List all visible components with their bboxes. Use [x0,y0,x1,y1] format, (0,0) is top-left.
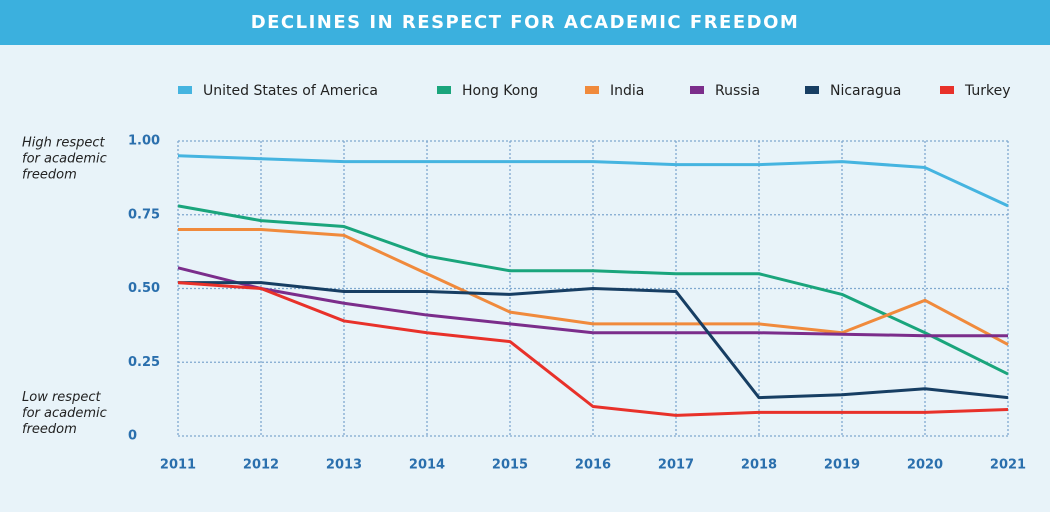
x-tick-label: 2014 [409,458,445,473]
axis-annotation: freedom [22,422,77,437]
legend-label: Nicaragua [830,83,901,99]
legend-item: India [585,83,644,99]
axis-annotation: High respect [22,136,106,151]
x-tick-label: 2018 [741,458,777,473]
x-tick-label: 2012 [243,458,279,473]
legend-label: Russia [715,83,760,99]
x-tick-label: 2011 [160,458,196,473]
axis-annotation: for academic [22,406,107,421]
legend-item: United States of America [178,83,378,99]
legend-label: United States of America [203,83,378,99]
x-tick-label: 2017 [658,458,694,473]
legend-item: Russia [690,83,760,99]
legend-item: Turkey [940,83,1011,99]
axis-annotation: Low respect [22,390,101,405]
x-tick-label: 2020 [907,458,943,473]
x-tick-label: 2019 [824,458,860,473]
y-tick-label: 1.00 [128,134,160,149]
legend-label: Hong Kong [462,83,538,99]
series-line [178,281,1009,400]
series-line [177,154,1009,208]
y-tick-label: 0 [128,429,137,444]
legend-item: Nicaragua [805,83,901,99]
series-line [178,228,1009,346]
y-tick-label: 0.50 [128,281,160,296]
axis-annotation: for academic [22,152,107,167]
x-tick-label: 2013 [326,458,362,473]
legend-label: India [610,83,644,99]
legend-item: Hong Kong [437,83,538,99]
series-line [177,204,1009,376]
chart-title: DECLINES IN RESPECT FOR ACADEMIC FREEDOM [251,12,800,33]
series-line [177,266,1008,338]
x-tick-label: 2015 [492,458,528,473]
legend-label: Turkey [964,83,1011,99]
y-tick-label: 0.25 [128,355,160,370]
y-tick-label: 0.75 [128,207,160,222]
title-bar [0,0,1050,45]
x-tick-label: 2021 [990,458,1026,473]
series-line [177,281,1009,417]
axis-annotation: freedom [22,168,77,183]
x-tick-label: 2016 [575,458,611,473]
